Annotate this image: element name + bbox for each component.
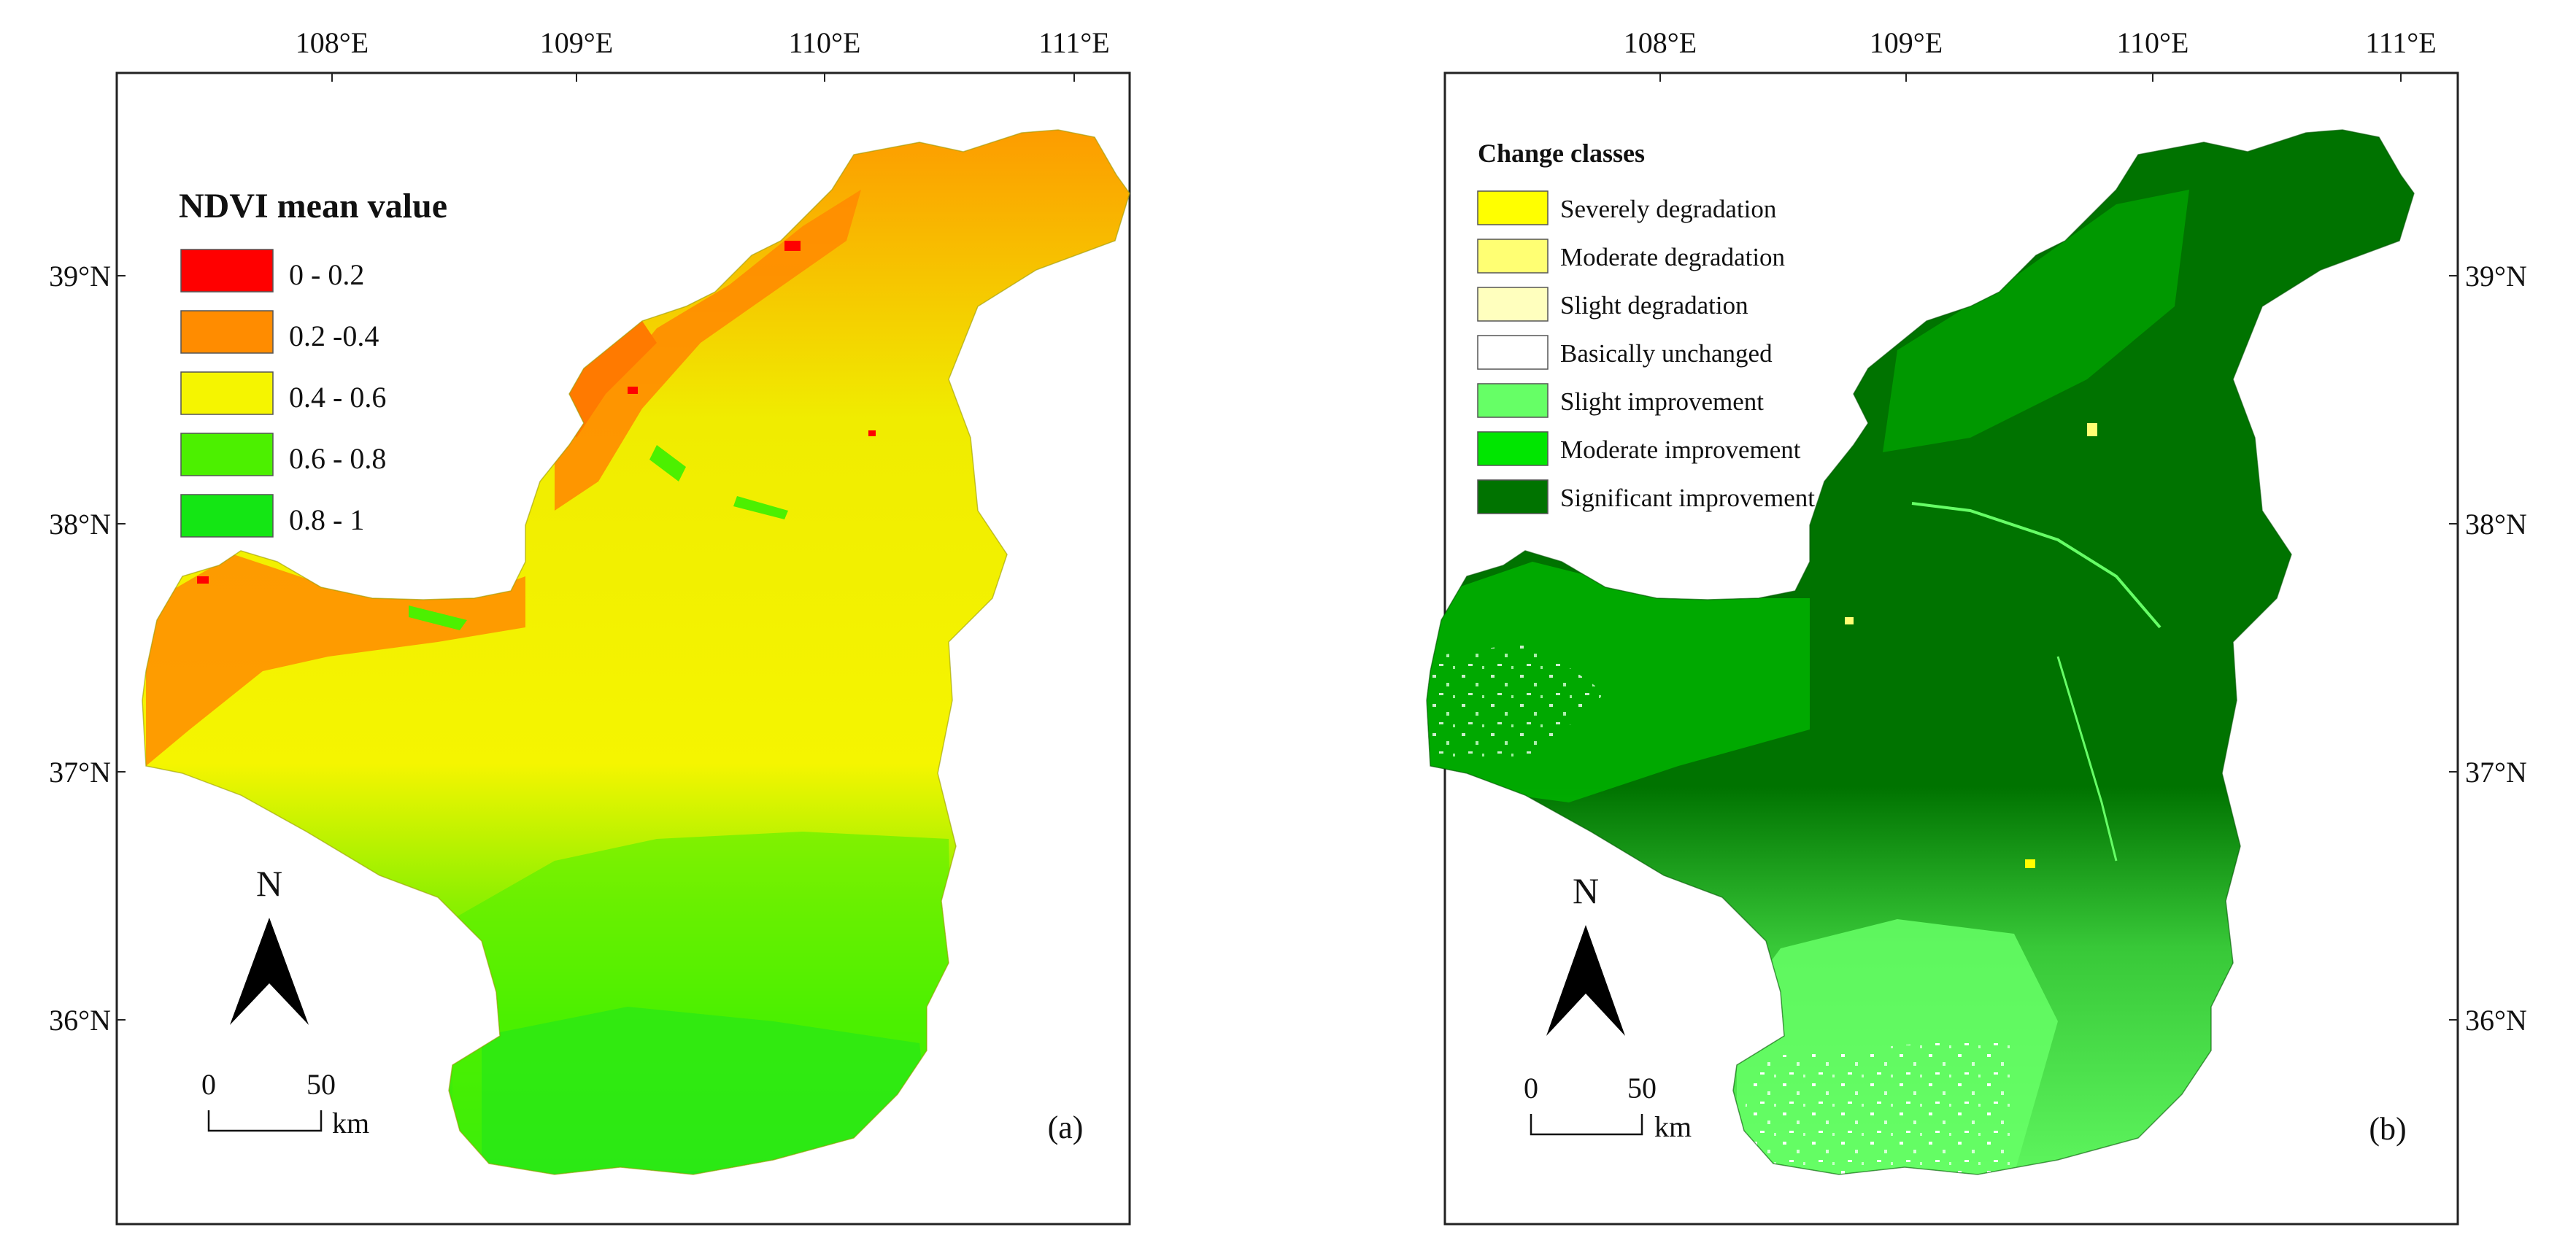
scale-fifty: 50	[1627, 1072, 1657, 1104]
panel-b-scale-bar: 0 50 km	[1524, 1072, 1692, 1143]
legend-label: Significant improvement	[1560, 484, 1815, 512]
panel-a-y-tick: 39°N	[49, 260, 111, 293]
panel-b-legend-item: Moderate degradation	[1477, 239, 1785, 274]
scale-bar-line	[1530, 1114, 1643, 1136]
panel-b-x-tick: 108°E	[1624, 26, 1697, 59]
panel-b-north-arrow: N	[1546, 870, 1625, 1036]
scale-zero: 0	[201, 1068, 216, 1101]
panel-a-frame	[115, 71, 1131, 1226]
legend-label: Basically unchanged	[1560, 339, 1773, 368]
panel-b-x-tick: 111°E	[2365, 26, 2436, 59]
panel-a-north-arrow: N	[230, 863, 309, 1025]
legend-swatch	[180, 494, 274, 538]
scale-unit: km	[1654, 1110, 1692, 1143]
north-arrow-icon	[1546, 925, 1625, 1036]
legend-label: 0 - 0.2	[289, 258, 364, 291]
legend-label: 0.4 - 0.6	[289, 381, 386, 414]
panel-b-legend-item: Basically unchanged	[1477, 335, 1773, 370]
legend-swatch	[180, 371, 274, 415]
legend-label: Severely degradation	[1560, 195, 1776, 223]
panel-b-legend-title: Change classes	[1478, 139, 1645, 168]
panel-a-legend-item: 0 - 0.2	[180, 249, 364, 293]
panel-b-legend-item: Moderate improvement	[1477, 431, 1801, 466]
panel-a-y-ticks: 39°N 38°N 37°N 36°N	[49, 260, 111, 1037]
panel-a-label: (a)	[1048, 1110, 1084, 1145]
panel-b-legend-item: Slight degradation	[1477, 287, 1748, 322]
scale-bar-line	[207, 1110, 323, 1132]
scale-unit: km	[332, 1107, 369, 1139]
panel-b-y-tick: 37°N	[2465, 756, 2527, 789]
legend-label: Slight degradation	[1560, 291, 1748, 320]
legend-swatch	[1477, 190, 1549, 225]
panel-a-x-ticks: 108°E 109°E 110°E 111°E	[296, 26, 1110, 59]
legend-swatch	[1477, 287, 1549, 322]
legend-label: Moderate improvement	[1560, 436, 1801, 464]
legend-swatch	[1477, 479, 1549, 514]
panel-a-legend-item: 0.8 - 1	[180, 494, 364, 538]
panel-b-y-tick: 39°N	[2465, 260, 2527, 293]
legend-swatch	[1477, 383, 1549, 418]
panel-a: 108°E 109°E 110°E 111°E 39°N 38°N 37°N 3…	[49, 26, 1131, 1226]
legend-label: 0.6 - 0.8	[289, 442, 386, 475]
legend-swatch	[1477, 431, 1549, 466]
panel-a-y-tick: 36°N	[49, 1004, 111, 1037]
legend-label: 0.2 -0.4	[289, 320, 379, 352]
panel-a-x-tick: 109°E	[540, 26, 613, 59]
scale-fifty: 50	[306, 1068, 336, 1101]
north-label: N	[1573, 870, 1599, 911]
legend-swatch	[180, 310, 274, 354]
panel-a-legend-item: 0.2 -0.4	[180, 310, 379, 354]
legend-swatch	[1477, 335, 1549, 370]
panel-b: 108°E 109°E 110°E 111°E 39°N 38°N 37°N 3…	[1426, 26, 2527, 1226]
panel-b-legend-item: Severely degradation	[1477, 190, 1776, 225]
panel-b-x-tick: 110°E	[2117, 26, 2189, 59]
legend-swatch	[180, 433, 274, 476]
panel-b-legend: Change classes Severely degradation Mode…	[1477, 139, 1815, 514]
panel-b-label: (b)	[2369, 1111, 2406, 1147]
panel-b-x-tick: 109°E	[1870, 26, 1943, 59]
panel-b-y-tick: 36°N	[2465, 1004, 2527, 1037]
north-arrow-icon	[230, 918, 309, 1025]
panel-a-x-tick: 111°E	[1038, 26, 1109, 59]
panel-b-legend-item: Slight improvement	[1477, 383, 1764, 418]
panel-b-y-tick: 38°N	[2465, 508, 2527, 541]
panel-a-legend-item: 0.6 - 0.8	[180, 433, 386, 476]
legend-swatch	[180, 249, 274, 293]
scale-zero: 0	[1524, 1072, 1538, 1104]
panel-a-legend: NDVI mean value 0 - 0.2 0.2 -0.4 0.4 - 0…	[179, 187, 447, 538]
panel-a-ndvi-map	[142, 130, 1130, 1174]
legend-swatch	[1477, 239, 1549, 274]
legend-label: 0.8 - 1	[289, 503, 364, 536]
panel-a-legend-title: NDVI mean value	[179, 187, 447, 225]
panel-b-x-ticks: 108°E 109°E 110°E 111°E	[1624, 26, 2437, 59]
panel-a-x-tick: 110°E	[789, 26, 861, 59]
panel-b-y-ticks: 39°N 38°N 37°N 36°N	[2465, 260, 2527, 1037]
panel-a-x-tick: 108°E	[296, 26, 369, 59]
panel-a-y-tick: 37°N	[49, 756, 111, 789]
panel-a-legend-item: 0.4 - 0.6	[180, 371, 386, 415]
north-label: N	[256, 863, 282, 904]
legend-label: Moderate degradation	[1560, 243, 1785, 271]
panel-a-y-tick: 38°N	[49, 508, 111, 541]
panel-b-legend-item: Significant improvement	[1477, 479, 1815, 514]
legend-label: Slight improvement	[1560, 387, 1764, 416]
panel-a-scale-bar: 0 50 km	[201, 1068, 369, 1139]
